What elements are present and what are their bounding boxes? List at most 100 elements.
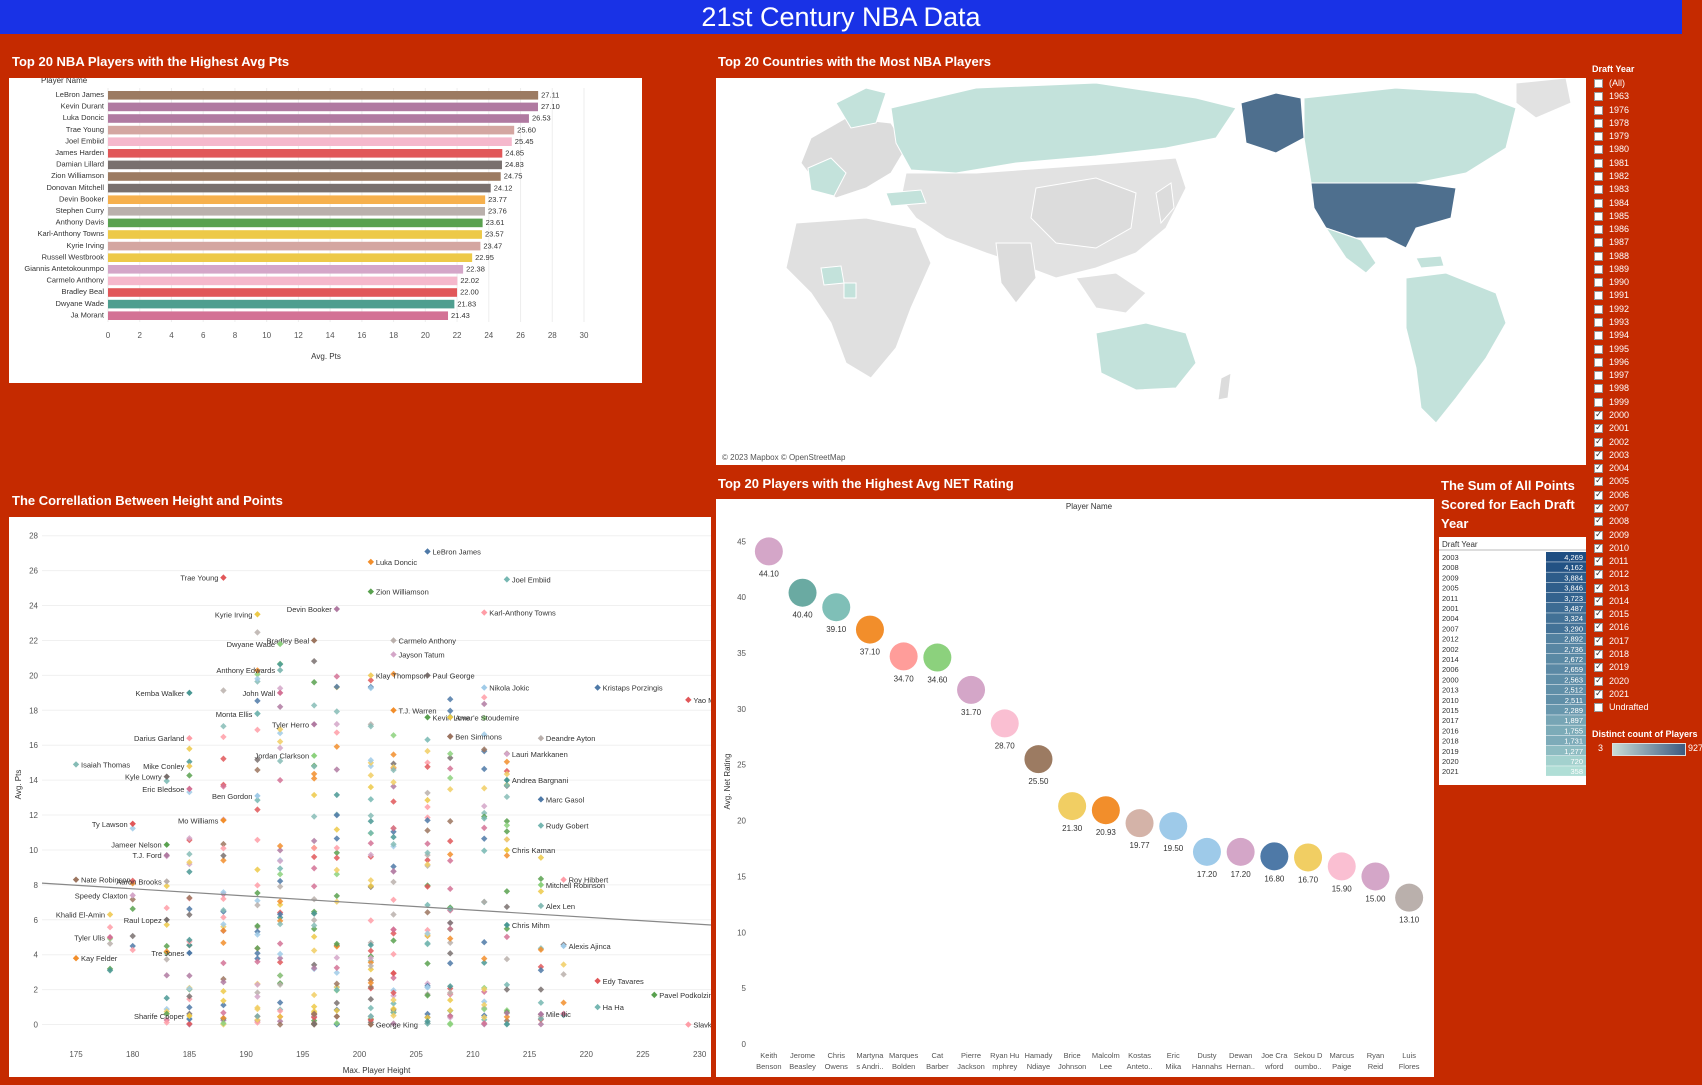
filter-checkbox[interactable] (1594, 264, 1603, 274)
filter-checkbox[interactable] (1594, 79, 1603, 88)
filter-item[interactable]: Undrafted (1592, 702, 1692, 714)
filter-checkbox[interactable] (1594, 568, 1603, 580)
filter-checkbox[interactable] (1594, 371, 1603, 381)
filter-checkbox[interactable] (1594, 515, 1603, 527)
filter-checkbox[interactable] (1594, 304, 1603, 314)
filter-checkbox[interactable] (1594, 318, 1603, 328)
filter-item[interactable]: 1994 (1592, 330, 1692, 342)
filter-checkbox[interactable] (1594, 211, 1603, 221)
filter-item[interactable]: 1988 (1592, 251, 1692, 263)
filter-item[interactable]: 1995 (1592, 344, 1692, 356)
filter-item[interactable]: 1985 (1592, 211, 1692, 223)
filter-item[interactable]: 2021 (1592, 688, 1692, 701)
filter-item[interactable]: 2012 (1592, 568, 1692, 581)
filter-checkbox[interactable] (1594, 344, 1603, 354)
filter-checkbox[interactable] (1594, 462, 1603, 474)
filter-item[interactable]: 1986 (1592, 224, 1692, 236)
filter-item[interactable]: 1963 (1592, 91, 1692, 103)
filter-checkbox[interactable] (1594, 703, 1603, 713)
filter-item[interactable]: 2013 (1592, 582, 1692, 595)
filter-checkbox[interactable] (1594, 105, 1603, 115)
filter-checkbox[interactable] (1594, 158, 1603, 168)
filter-item[interactable]: 2015 (1592, 608, 1692, 621)
filter-checkbox[interactable] (1594, 502, 1603, 513)
filter-item[interactable]: 1992 (1592, 304, 1692, 316)
filter-checkbox[interactable] (1594, 688, 1603, 699)
filter-item[interactable]: 2006 (1592, 489, 1692, 502)
filter-item[interactable]: 1996 (1592, 357, 1692, 369)
filter-checkbox[interactable] (1594, 621, 1603, 633)
filter-checkbox[interactable] (1594, 661, 1603, 673)
filter-checkbox[interactable] (1594, 357, 1603, 367)
filter-checkbox[interactable] (1594, 331, 1603, 341)
filter-item[interactable]: 2020 (1592, 675, 1692, 688)
filter-checkbox[interactable] (1594, 278, 1603, 288)
filter-item[interactable]: 2009 (1592, 529, 1692, 542)
filter-label: 2021 (1609, 688, 1630, 699)
filter-checkbox[interactable] (1594, 648, 1603, 660)
filter-item[interactable]: 2004 (1592, 462, 1692, 475)
filter-item[interactable]: (All) (1592, 78, 1692, 90)
filter-checkbox[interactable] (1594, 132, 1603, 142)
map-panel[interactable]: © 2023 Mapbox © OpenStreetMap (716, 77, 1586, 465)
filter-checkbox[interactable] (1594, 449, 1603, 460)
filter-checkbox[interactable] (1594, 198, 1603, 208)
filter-checkbox[interactable] (1594, 409, 1603, 420)
filter-item[interactable]: 1990 (1592, 277, 1692, 289)
filter-item[interactable]: 2018 (1592, 648, 1692, 661)
filter-item[interactable]: 1989 (1592, 264, 1692, 276)
filter-checkbox[interactable] (1594, 542, 1603, 553)
filter-checkbox[interactable] (1594, 555, 1603, 567)
filter-item[interactable]: 1981 (1592, 158, 1692, 170)
filter-item[interactable]: 1979 (1592, 131, 1692, 143)
filter-checkbox[interactable] (1594, 145, 1603, 155)
filter-checkbox[interactable] (1594, 608, 1603, 620)
filter-checkbox[interactable] (1594, 171, 1603, 181)
scatter-point-label: Luka Doncic (376, 558, 418, 567)
filter-item[interactable]: 1978 (1592, 118, 1692, 130)
filter-checkbox[interactable] (1594, 92, 1603, 102)
filter-checkbox[interactable] (1594, 384, 1603, 394)
filter-checkbox[interactable] (1594, 489, 1603, 500)
filter-checkbox[interactable] (1594, 291, 1603, 301)
filter-item[interactable]: 1984 (1592, 198, 1692, 210)
filter-item[interactable]: 2000 (1592, 409, 1692, 422)
filter-checkbox[interactable] (1594, 397, 1603, 407)
filter-item[interactable]: 2010 (1592, 542, 1692, 555)
filter-checkbox[interactable] (1594, 225, 1603, 235)
filter-checkbox[interactable] (1594, 118, 1603, 128)
filter-item[interactable]: 2019 (1592, 661, 1692, 674)
scatter-point-label: Alexis Ajinca (569, 942, 612, 951)
filter-item[interactable]: 2017 (1592, 635, 1692, 648)
filter-item[interactable]: 1983 (1592, 184, 1692, 196)
filter-checkbox[interactable] (1594, 582, 1603, 593)
filter-item[interactable]: 2001 (1592, 422, 1692, 435)
filter-item[interactable]: 1991 (1592, 290, 1692, 302)
filter-item[interactable]: 2011 (1592, 555, 1692, 568)
filter-item[interactable]: 2008 (1592, 515, 1692, 528)
filter-item[interactable]: 2014 (1592, 595, 1692, 608)
filter-item[interactable]: 1987 (1592, 237, 1692, 249)
filter-item[interactable]: 2007 (1592, 502, 1692, 515)
filter-checkbox[interactable] (1594, 635, 1603, 646)
filter-checkbox[interactable] (1594, 529, 1603, 540)
filter-item[interactable]: 1980 (1592, 144, 1692, 156)
filter-item[interactable]: 1997 (1592, 370, 1692, 382)
filter-item[interactable]: 2002 (1592, 436, 1692, 449)
filter-checkbox[interactable] (1594, 595, 1603, 606)
filter-item[interactable]: 2016 (1592, 621, 1692, 634)
filter-checkbox[interactable] (1594, 675, 1603, 686)
filter-checkbox[interactable] (1594, 251, 1603, 261)
filter-checkbox[interactable] (1594, 475, 1603, 487)
filter-item[interactable]: 2005 (1592, 475, 1692, 488)
filter-checkbox[interactable] (1594, 436, 1603, 447)
filter-checkbox[interactable] (1594, 238, 1603, 248)
filter-item[interactable]: 1999 (1592, 397, 1692, 409)
filter-checkbox[interactable] (1594, 422, 1603, 434)
filter-item[interactable]: 1998 (1592, 383, 1692, 395)
filter-item[interactable]: 2003 (1592, 449, 1692, 462)
filter-checkbox[interactable] (1594, 185, 1603, 195)
filter-item[interactable]: 1993 (1592, 317, 1692, 329)
filter-item[interactable]: 1982 (1592, 171, 1692, 183)
filter-item[interactable]: 1976 (1592, 105, 1692, 117)
